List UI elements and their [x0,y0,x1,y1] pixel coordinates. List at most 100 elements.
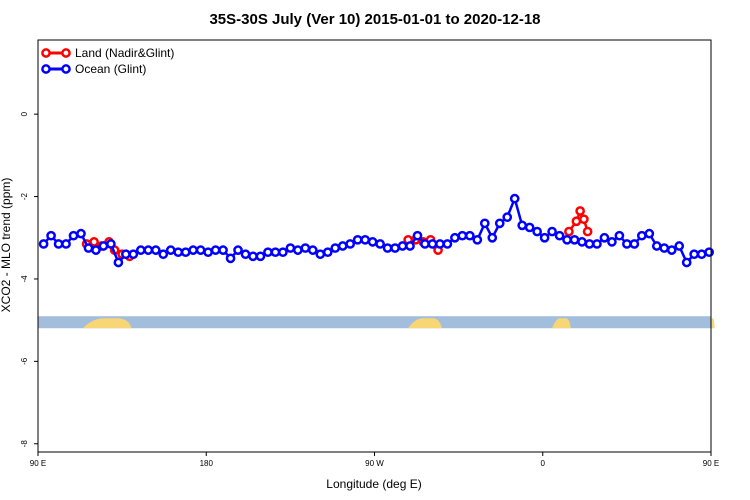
land-mass-1 [408,318,442,329]
data-point [382,243,393,253]
legend-label: Ocean (Glint) [75,62,146,76]
data-point [121,249,131,260]
data-point [248,251,258,262]
data-point [614,230,625,241]
data-point [188,245,199,255]
data-point [524,222,535,233]
data-point [98,241,109,251]
y-tick-label: -2 [20,192,29,200]
x-tick-label: 180 [200,459,214,468]
data-point [554,230,565,241]
legend-marker [61,48,71,58]
legend-marker [61,64,71,74]
data-point [307,245,318,255]
data-point [539,232,550,243]
data-point [547,226,557,237]
series-layer [38,193,714,268]
data-point [622,239,632,249]
data-point [582,226,593,237]
y-axis-title: XCO2 - MLO trend (ppm) [0,178,13,313]
data-point [427,239,438,249]
data-point [135,245,146,255]
data-point [569,234,580,245]
data-point [173,247,184,258]
y-tick-label: -6 [20,357,29,365]
data-point [150,245,161,255]
data-point [38,239,49,249]
data-point [255,251,266,262]
y-tick-label: 0 [20,111,29,116]
data-point [375,239,385,249]
data-point [158,249,169,260]
data-point [629,239,640,249]
data-point [61,239,71,249]
data-point [225,253,236,264]
data-point [165,245,176,255]
data-point [337,241,348,251]
data-point [564,226,574,237]
data-point [68,230,79,241]
data-point [704,247,714,258]
data-point [113,257,124,268]
data-point [210,245,221,255]
data-point [293,245,303,255]
data-point [270,247,281,258]
data-point [285,243,296,253]
data-point [696,249,707,260]
data-point [83,243,94,253]
data-point [390,243,400,253]
data-point [571,216,582,227]
legend-marker [41,48,51,58]
y-tick-label: -4 [20,275,29,283]
data-point [367,237,378,247]
land-mass-0 [82,318,132,329]
data-point [579,214,589,225]
legend-marker [41,64,51,74]
land-ocean-band [38,316,715,329]
data-point [689,249,700,260]
data-point [240,249,251,260]
data-point [487,232,498,243]
x-tick-label: 0 [541,459,546,468]
data-point [405,241,415,251]
data-point [397,241,408,251]
data-point [345,239,356,249]
data-point [143,245,154,255]
data-point [300,243,311,253]
data-point [360,234,371,245]
data-point [106,239,116,249]
data-point [450,232,460,243]
data-point [46,230,56,241]
land-mass-3 [711,318,715,329]
data-point [203,247,213,258]
data-point [577,237,587,247]
data-point [76,228,86,239]
data-point [128,249,139,260]
land-mass-2 [552,318,571,329]
data-point [89,237,99,247]
data-point [442,239,453,249]
x-axis-title: Longitude (deg E) [326,477,421,491]
legend: Land (Nadir&Glint) Ocean (Glint) [41,46,174,76]
data-point [666,245,677,255]
data-point [322,247,333,258]
x-tick-label: 90 W [365,459,384,468]
legend-label: Land (Nadir&Glint) [75,46,174,60]
y-axis: 0 -2 -4 -6 -8 [20,40,39,452]
data-point [517,220,528,231]
data-point [659,243,670,253]
data-point [420,239,430,249]
data-point [352,234,363,245]
data-point [562,234,572,245]
data-point [53,239,64,249]
data-point [607,237,617,247]
chart-title: 35S-30S July (Ver 10) 2015-01-01 to 2020… [209,11,540,28]
data-point [91,245,101,255]
data-point [435,239,445,249]
x-tick-label: 90 E [703,459,719,468]
data-point [584,239,595,249]
data-point [502,212,513,223]
data-point [233,245,243,255]
data-point [218,245,228,255]
